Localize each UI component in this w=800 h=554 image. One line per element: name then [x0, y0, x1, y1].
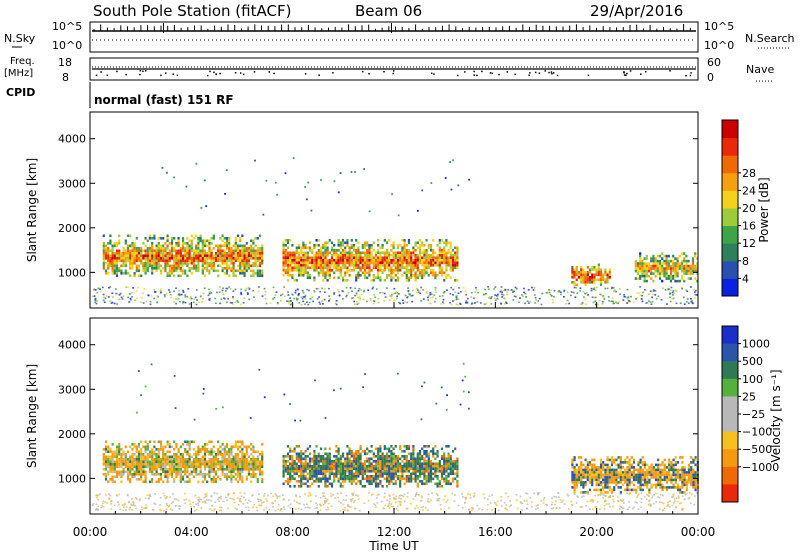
- time-xtick: 12:00: [377, 525, 412, 539]
- power-colorbar-segment: [722, 190, 738, 209]
- velocity-ytick: 2000: [58, 428, 86, 441]
- velocity-ylabel: Slant Range [km]: [25, 364, 39, 468]
- power-colorbar-tick: 20: [742, 202, 756, 215]
- velocity-colorbar-segment: [722, 396, 738, 415]
- velocity-colorbar-segment: [722, 378, 738, 397]
- velocity-ytick: 1000: [58, 472, 86, 485]
- velocity-colorbar-segment: [722, 466, 738, 485]
- power-colorbar-segment: [722, 208, 738, 227]
- velocity-colorbar-tick: −25: [742, 408, 765, 421]
- velocity-panel: Slant Range [km] 1000 2000 3000 4000 00:00 0…: [25, 302, 715, 553]
- velocity-colorbar-segment: [722, 449, 738, 468]
- velocity-colorbar-label: Velocity [m s⁻¹]: [769, 369, 783, 462]
- freq-tick-top: 18: [58, 56, 72, 69]
- cpid-label: CPID: [6, 86, 35, 99]
- velocity-colorbar-segment: [722, 484, 738, 503]
- power-ytick: 2000: [58, 222, 86, 235]
- power-ylabel: Slant Range [km]: [25, 158, 39, 262]
- power-colorbar-segment: [722, 243, 738, 262]
- velocity-ytick: 4000: [58, 339, 86, 352]
- nave-label: Nave: [746, 63, 774, 76]
- power-colorbar: 4 8 12 16 20 24 28 Power [dB]: [721, 119, 771, 297]
- power-ytick: 3000: [58, 177, 86, 190]
- power-colorbar-segment: [722, 225, 738, 244]
- freq-unit: [MHz]: [4, 68, 33, 79]
- power-ytick: 1000: [58, 266, 86, 279]
- nsky-label: N.Sky: [4, 32, 36, 45]
- velocity-colorbar: 1000 500 100 25 −25 −100 −500 −1000 Velocity [m…: [721, 325, 783, 503]
- date-title: 29/Apr/2016: [590, 2, 683, 20]
- time-xtick: 00:00: [73, 525, 108, 539]
- power-colorbar-tick: 24: [742, 184, 756, 197]
- power-colorbar-segment: [722, 137, 738, 156]
- velocity-colorbar-tick: −1000: [742, 461, 779, 474]
- power-colorbar-segment: [722, 260, 738, 279]
- velocity-colorbar-tick: 25: [742, 390, 756, 403]
- power-colorbar-tick: 4: [742, 272, 749, 285]
- velocity-ytick: 3000: [58, 383, 86, 396]
- velocity-colorbar-tick: 1000: [742, 338, 770, 351]
- velocity-colorbar-segment: [722, 326, 738, 345]
- power-colorbar-tick: 8: [742, 255, 749, 268]
- power-colorbar-segment: [722, 172, 738, 191]
- nsearch-tick-top: 10^5: [704, 20, 734, 33]
- freq-tick-bottom: 8: [62, 71, 69, 84]
- time-xlabel: Time UT: [368, 539, 419, 553]
- velocity-colorbar-segment: [722, 431, 738, 450]
- nave-tick-bottom: 0: [707, 71, 714, 84]
- time-xtick: 00:00: [681, 525, 716, 539]
- power-colorbar-label: Power [dB]: [757, 177, 771, 242]
- nsky-panel: N.Sky 10^5 10^0 10^5 10^0 N.Search: [4, 20, 795, 53]
- power-colorbar-segment: [722, 120, 738, 139]
- time-xtick: 16:00: [478, 525, 513, 539]
- velocity-colorbar-tick: −100: [742, 426, 772, 439]
- freq-label: Freq.: [10, 56, 35, 67]
- time-xtick: 08:00: [275, 525, 310, 539]
- power-colorbar-tick: 28: [742, 167, 756, 180]
- cpid-value: normal (fast) 151 RF: [94, 93, 234, 107]
- time-xtick: 20:00: [579, 525, 614, 539]
- beam-title: Beam 06: [355, 2, 422, 20]
- power-panel: Slant Range [km] 1000 2000 3000 4000: [25, 111, 699, 309]
- nave-tick-top: 60: [707, 56, 721, 69]
- time-xtick: 04:00: [174, 525, 209, 539]
- power-colorbar-tick: 12: [742, 237, 756, 250]
- nsearch-label: N.Search: [745, 32, 795, 45]
- freq-panel: Freq. [MHz] 18 8 60 0 Nave: [4, 56, 774, 84]
- nsearch-tick-bottom: 10^0: [704, 39, 734, 52]
- velocity-colorbar-tick: −500: [742, 443, 772, 456]
- nsky-tick-top: 10^5: [52, 20, 82, 33]
- nsky-tick-bottom: 10^0: [52, 39, 82, 52]
- station-title: South Pole Station (fitACF): [93, 2, 291, 20]
- power-colorbar-segment: [722, 278, 738, 297]
- velocity-colorbar-segment: [722, 414, 738, 433]
- power-colorbar-segment: [722, 155, 738, 174]
- velocity-colorbar-segment: [722, 343, 738, 362]
- power-ytick: 4000: [58, 133, 86, 146]
- velocity-colorbar-tick: 500: [742, 355, 763, 368]
- velocity-colorbar-tick: 100: [742, 373, 763, 386]
- velocity-colorbar-segment: [722, 361, 738, 380]
- power-colorbar-tick: 16: [742, 220, 756, 233]
